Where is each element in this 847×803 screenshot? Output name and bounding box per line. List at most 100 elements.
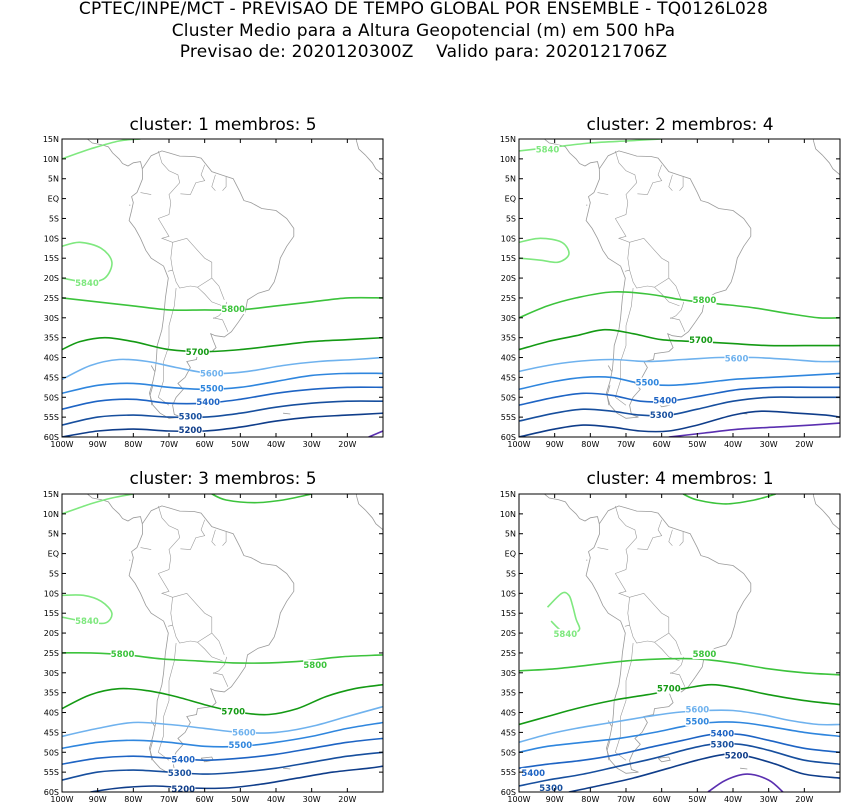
contour-label-bg [685, 704, 710, 715]
contour-label-5600: 5600 [200, 369, 224, 379]
contour-5300 [62, 400, 383, 426]
contour-label-bg [110, 649, 135, 660]
y-tick-label: 15S [44, 609, 59, 618]
contour-label-bg [228, 740, 253, 751]
contour-label-5400: 5400 [521, 769, 545, 779]
x-tick-label: 30W [303, 440, 321, 449]
country-border [668, 277, 682, 301]
coastline [355, 494, 358, 496]
coastline [128, 505, 295, 774]
y-tick-label: 10S [44, 589, 59, 598]
y-tick-label: 60S [501, 433, 516, 442]
y-tick-label: 5S [506, 214, 516, 223]
y-tick-label: 10N [43, 510, 59, 519]
country-border [222, 176, 227, 191]
contour-label-5800: 5800 [303, 661, 327, 671]
coastline [519, 113, 565, 126]
contour-5800 [211, 494, 312, 504]
country-border [140, 192, 152, 195]
country-border [180, 164, 206, 195]
y-tick-label: 55S [44, 768, 59, 777]
coastline [62, 113, 108, 126]
map-panel-1: cluster: 1 membros: 5 5840 5800 5700 5600 550… [43, 113, 384, 449]
map-panel-3: cluster: 3 membros: 5 5840 5800 5800 5700 560… [43, 469, 384, 803]
contour-label-5500: 5500 [228, 741, 252, 751]
x-tick-label: 80W [124, 795, 142, 803]
y-tick-label: 10N [43, 155, 59, 164]
contour-5800 [62, 651, 383, 664]
contour-label-bg [656, 683, 681, 694]
panel-frame [518, 138, 841, 438]
y-tick-label: 45S [501, 728, 516, 737]
x-tick-label: 30W [760, 440, 778, 449]
y-tick-label: 30S [501, 314, 516, 323]
island [150, 365, 156, 372]
contour-label-bg [196, 397, 221, 408]
y-tick-label: 40S [44, 709, 59, 718]
coastline [86, 494, 143, 524]
contour-label-bg [710, 728, 735, 739]
contour-label-5400: 5400 [653, 396, 677, 406]
y-tick-label: 50S [44, 393, 59, 402]
contour-5400 [62, 737, 383, 765]
y-tick-label: 60S [44, 433, 59, 442]
map-panel-4: cluster: 4 membros: 1 5840 5800 5700 5600 550… [500, 469, 841, 803]
panel-title: cluster: 1 membros: 5 [129, 115, 316, 135]
x-tick-label: 20W [338, 440, 356, 449]
x-tick-label: 60W [653, 440, 671, 449]
contour-label-bg [199, 383, 224, 394]
x-tick-label: 20W [795, 440, 813, 449]
contour-5800 [519, 291, 840, 319]
x-tick-label: 60W [196, 795, 214, 803]
x-tick-label: 50W [688, 440, 706, 449]
coastline [812, 494, 815, 496]
y-tick-label: 35S [501, 689, 516, 698]
country-border [654, 286, 680, 307]
contour-label-bg [535, 144, 560, 155]
island [740, 767, 748, 770]
y-tick-label: 10S [44, 234, 59, 243]
x-tick-label: 40W [724, 440, 742, 449]
y-tick-label: 40S [501, 709, 516, 718]
y-tick-label: 30S [44, 669, 59, 678]
contour-label-bg [221, 706, 246, 717]
island [607, 365, 613, 372]
country-border [172, 237, 213, 279]
contour-label-bg [74, 616, 99, 627]
country-border [213, 672, 229, 687]
contour-label-5840: 5840 [554, 630, 578, 640]
coastline [585, 150, 752, 419]
contour-label-bg [692, 649, 717, 660]
y-tick-label: 45S [501, 373, 516, 382]
contour-5840 [62, 494, 134, 515]
contour-label-5800: 5800 [221, 305, 245, 315]
panel-frame [61, 493, 384, 793]
contour-label-5200: 5200 [725, 751, 749, 761]
contour-label-5840: 5840 [536, 146, 560, 156]
contour-5840 [519, 237, 570, 264]
country-border [614, 642, 634, 761]
country-border [158, 150, 181, 219]
contour-label-5200: 5200 [179, 426, 203, 436]
y-tick-label: 10S [501, 234, 516, 243]
coastline [543, 139, 600, 169]
country-border [157, 642, 177, 761]
panel-title: cluster: 4 membros: 1 [586, 469, 773, 489]
contour-5700 [62, 336, 383, 353]
x-tick-label: 90W [546, 440, 564, 449]
y-tick-label: 55S [44, 413, 59, 422]
x-tick-label: 70W [617, 795, 635, 803]
x-tick-label: 50W [231, 795, 249, 803]
coastline [812, 495, 840, 531]
country-border [679, 176, 684, 191]
y-tick-label: EQ [505, 550, 516, 559]
y-tick-label: 25S [501, 294, 516, 303]
y-tick-label: EQ [505, 195, 516, 204]
y-tick-label: 20S [44, 274, 59, 283]
country-border [615, 505, 638, 574]
y-tick-label: EQ [48, 550, 59, 559]
contour-5500 [519, 372, 840, 391]
country-border [637, 164, 663, 195]
country-border [670, 672, 686, 687]
